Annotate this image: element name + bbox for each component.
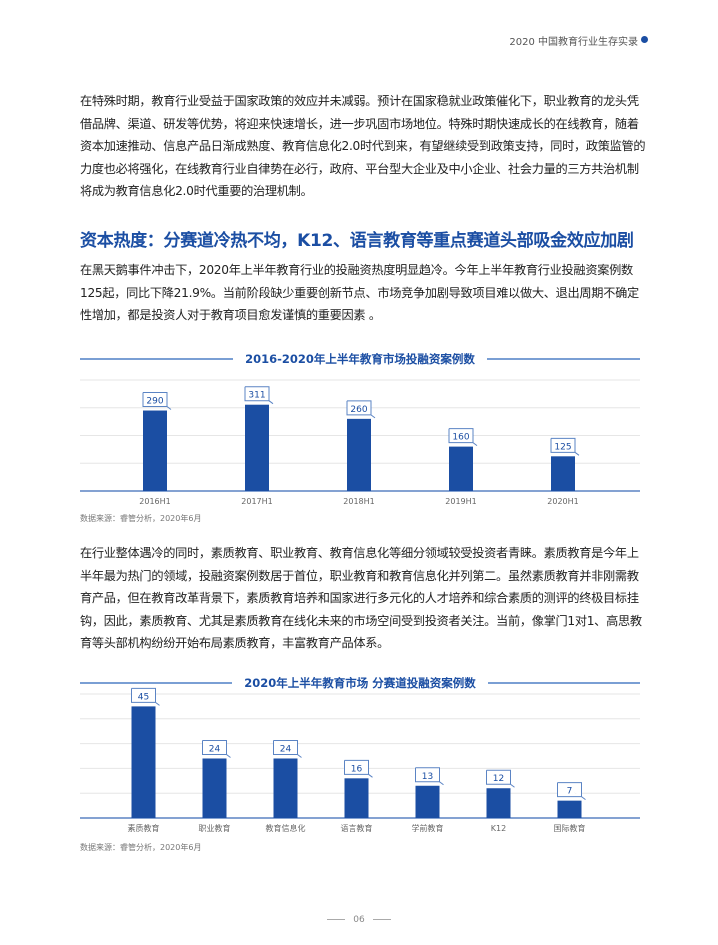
data-label-callout: [415, 767, 444, 786]
x-tick-label: 素质教育: [128, 823, 160, 833]
data-label: 45: [138, 692, 149, 702]
data-label: 260: [350, 405, 367, 415]
section-heading: 资本热度：分赛道冷热不均，K12、语言教育等重点赛道头部吸金效应加剧: [80, 231, 634, 251]
chart-title: 2020年上半年教育市场 分赛道投融资案例数: [80, 675, 640, 691]
data-label-callout: [346, 400, 376, 419]
data-label: 7: [567, 787, 573, 797]
bar: [131, 706, 156, 818]
data-source: 数据来源：睿管分析，2020年6月: [80, 514, 202, 523]
paragraph-1: 在特殊时期，教育行业受益于国家政策的效应并未减弱。预计在国家稳就业政策催化下，职…: [80, 94, 646, 198]
bar-chart: 45 素质教育 24 职业教育 24 教育信息化 16 语言教育 13 学前教育 12 K12 7 国际教…: [80, 687, 640, 833]
data-label-callout: [557, 782, 586, 801]
data-label-callout: [448, 428, 478, 446]
bar: [551, 456, 575, 491]
x-tick-label: 2017H1: [241, 497, 272, 506]
data-source: 数据来源：睿管分析，2020年6月: [80, 843, 202, 852]
bar: [344, 778, 369, 818]
x-tick-label: 语言教育: [341, 823, 373, 833]
bar: [202, 758, 227, 818]
running-header: 2020 中国教育行业生存实录: [509, 37, 638, 48]
data-label: 13: [422, 772, 433, 782]
chart-segment-deals: 2020年上半年教育市场 分赛道投融资案例数 45 素质教育 24 职业教育 24 教育信…: [80, 672, 640, 852]
bar: [449, 446, 473, 491]
bar: [415, 785, 440, 818]
data-label-callout: [344, 759, 373, 778]
page-number: 06: [353, 915, 365, 925]
data-label-callout: [550, 437, 580, 456]
data-label: 24: [280, 744, 292, 754]
x-tick-label: 职业教育: [199, 823, 231, 833]
data-label: 24: [209, 744, 221, 754]
bar-chart: 290 2016H1 311 2017H1 260 2018H1 160 2019H1 125 2…: [80, 379, 640, 506]
data-label-callout: [131, 687, 160, 706]
x-tick-label: 2019H1: [445, 497, 476, 506]
bar: [486, 788, 511, 818]
data-label: 16: [351, 764, 363, 774]
bar: [245, 404, 269, 491]
x-tick-label: K12: [491, 824, 506, 833]
bar: [557, 800, 582, 818]
data-label: 160: [452, 433, 469, 443]
bar: [347, 418, 371, 491]
chart-annual-deals: 2016-2020年上半年教育市场投融资案例数 290 2016H1 311 2017…: [80, 345, 640, 525]
page-footer: 06: [0, 915, 718, 925]
paragraph-3: 在行业整体遇冷的同时，素质教育、职业教育、教育信息化等细分领域较受投资者青睐。素…: [80, 546, 642, 650]
data-label: 12: [493, 774, 504, 784]
paragraph-2: 在黑天鹅事件冲击下，2020年上半年教育行业的投融资热度明显趋冷。今年上半年教育…: [80, 263, 639, 322]
data-label: 290: [146, 397, 163, 407]
x-tick-label: 教育信息化: [266, 823, 306, 833]
data-label-callout: [244, 386, 274, 405]
data-label: 125: [554, 442, 571, 452]
header-dot-icon: [641, 36, 648, 43]
x-tick-label: 学前教育: [412, 823, 444, 833]
x-tick-label: 国际教育: [554, 823, 586, 833]
x-tick-label: 2016H1: [139, 497, 170, 506]
bar: [143, 410, 167, 491]
bar: [273, 758, 298, 818]
x-tick-label: 2020H1: [547, 497, 578, 506]
data-label: 311: [248, 391, 265, 401]
chart-title: 2016-2020年上半年教育市场投融资案例数: [80, 351, 640, 367]
x-tick-label: 2018H1: [343, 497, 374, 506]
